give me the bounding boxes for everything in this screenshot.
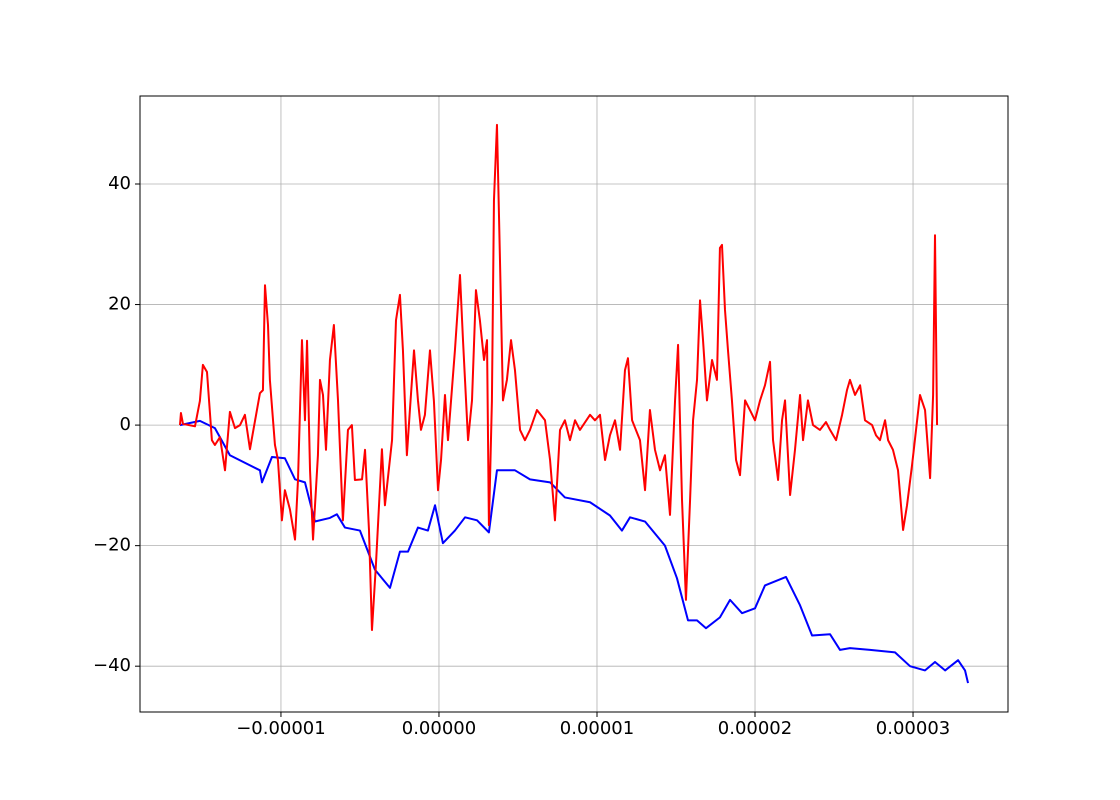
x-tick-label: 0.00002 (718, 718, 792, 739)
grid-layer (140, 96, 1008, 712)
y-tick-label: −40 (93, 655, 131, 676)
line-layer (178, 123, 969, 684)
x-tick-label: 0.00003 (876, 718, 950, 739)
tick-layer: −0.00001 0.00000 0.00001 0.00002 0.00003 −40 −… (93, 173, 950, 739)
y-tick-label: −20 (93, 535, 131, 556)
y-tick-label: 40 (108, 173, 131, 194)
y-tick-label: 0 (120, 414, 131, 435)
x-tick-label: 0.00001 (560, 718, 634, 739)
plot-frame (139, 95, 1009, 713)
data-line (178, 123, 939, 632)
x-tick-label: −0.00001 (236, 718, 326, 739)
y-tick-label: 20 (108, 294, 131, 315)
x-tick-label: 0.00000 (402, 718, 476, 739)
